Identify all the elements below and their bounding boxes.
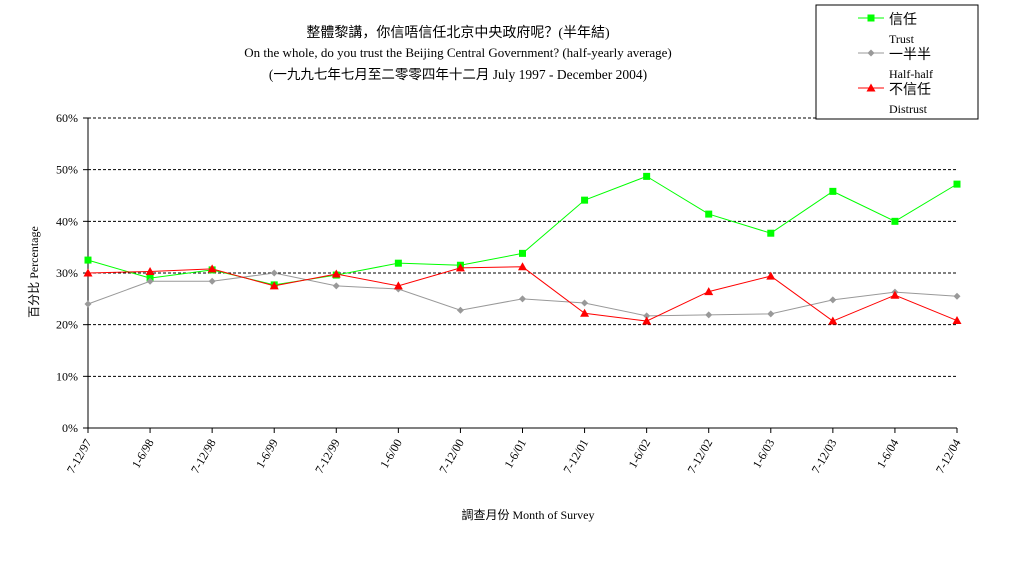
y-tick-label: 50% — [56, 163, 78, 177]
legend-label: 不信任 — [889, 82, 931, 98]
x-tick-label: 1-6/00 — [377, 437, 405, 471]
marker-square — [519, 249, 526, 257]
legend-item-distrust: 不信任 Distrust — [858, 82, 931, 116]
marker-diamond — [581, 299, 589, 307]
marker-triangle — [766, 271, 776, 280]
marker-diamond — [767, 310, 775, 318]
series-line — [87, 266, 958, 322]
x-tick-label: 7-12/98 — [188, 437, 219, 476]
marker-triangle — [455, 263, 465, 272]
marker-triangle — [145, 266, 155, 275]
x-tick-label: 1-6/01 — [501, 437, 529, 471]
x-tick-label: 7-12/01 — [560, 437, 591, 476]
marker-triangle — [83, 268, 93, 277]
x-tick-label: 1-6/04 — [874, 437, 902, 471]
marker-diamond — [519, 295, 526, 303]
y-tick-label: 60% — [56, 111, 78, 125]
marker-diamond — [84, 300, 92, 308]
x-tick-label: 7-12/99 — [312, 437, 343, 476]
marker-square — [705, 210, 713, 218]
marker-square — [643, 172, 651, 180]
series-half-half — [84, 269, 961, 320]
y-tick-label: 30% — [56, 266, 78, 280]
marker-triangle — [704, 287, 714, 296]
marker-diamond — [456, 306, 464, 314]
marker-triangle — [331, 269, 341, 278]
chart-subtitle-2: (一九九七年七月至二零零四年十二月 July 1997 - December 2… — [269, 67, 647, 82]
legend-label: 一半半 — [889, 47, 931, 63]
x-tick-label: 7-12/02 — [685, 437, 716, 476]
marker-triangle — [866, 83, 876, 92]
marker-square — [867, 14, 875, 22]
series-line — [87, 272, 958, 317]
y-tick-label: 20% — [56, 318, 78, 332]
marker-square — [84, 256, 92, 264]
marker-square — [581, 196, 589, 204]
x-tick-label: 1-6/02 — [625, 437, 653, 471]
marker-diamond — [953, 292, 961, 300]
legend-label-en: Distrust — [889, 102, 928, 116]
marker-square — [394, 259, 402, 267]
x-tick-label: 7-12/04 — [933, 437, 964, 476]
y-tick-label: 0% — [62, 421, 78, 435]
marker-triangle — [952, 316, 962, 325]
marker-triangle — [580, 308, 590, 317]
x-tick-label: 1-6/98 — [129, 437, 157, 471]
x-tick-label: 1-6/99 — [253, 437, 281, 471]
marker-square — [767, 229, 775, 237]
y-tick-label: 10% — [56, 369, 78, 383]
x-tick-label: 7-12/97 — [64, 437, 95, 476]
marker-square — [829, 187, 837, 195]
x-tick-label: 7-12/03 — [809, 437, 840, 476]
x-tick-label: 7-12/00 — [436, 437, 467, 476]
marker-triangle — [518, 262, 527, 271]
marker-triangle — [828, 316, 838, 325]
marker-diamond — [332, 282, 340, 290]
legend-label-en: Half-half — [889, 67, 933, 81]
chart-subtitle: On the whole, do you trust the Beijing C… — [244, 45, 671, 60]
marker-diamond — [270, 269, 278, 277]
marker-triangle — [393, 281, 403, 290]
chart-title: 整體黎講，你信唔信任北京中央政府呢？(半年結) — [306, 25, 610, 41]
legend-label-en: Trust — [889, 32, 915, 46]
legend-item-trust: 信任 Trust — [858, 12, 917, 46]
marker-diamond — [705, 311, 713, 319]
marker-square — [953, 180, 961, 188]
x-axis-label: 調查月份 Month of Survey — [462, 508, 595, 522]
legend-item-half-half: 一半半 Half-half — [858, 47, 933, 81]
marker-diamond — [829, 296, 837, 304]
series-distrust — [83, 262, 962, 325]
x-tick-label: 1-6/03 — [750, 437, 778, 471]
marker-diamond — [867, 49, 875, 57]
marker-triangle — [207, 264, 217, 273]
marker-diamond — [643, 312, 651, 320]
y-tick-label: 40% — [56, 214, 78, 228]
marker-triangle — [269, 281, 279, 290]
y-axis-label: 百分比 Percentage — [27, 226, 41, 318]
marker-diamond — [208, 277, 216, 285]
marker-diamond — [146, 277, 154, 285]
marker-triangle — [890, 290, 900, 299]
marker-triangle — [642, 316, 652, 325]
marker-square — [891, 217, 899, 225]
legend-label: 信任 — [889, 12, 917, 28]
